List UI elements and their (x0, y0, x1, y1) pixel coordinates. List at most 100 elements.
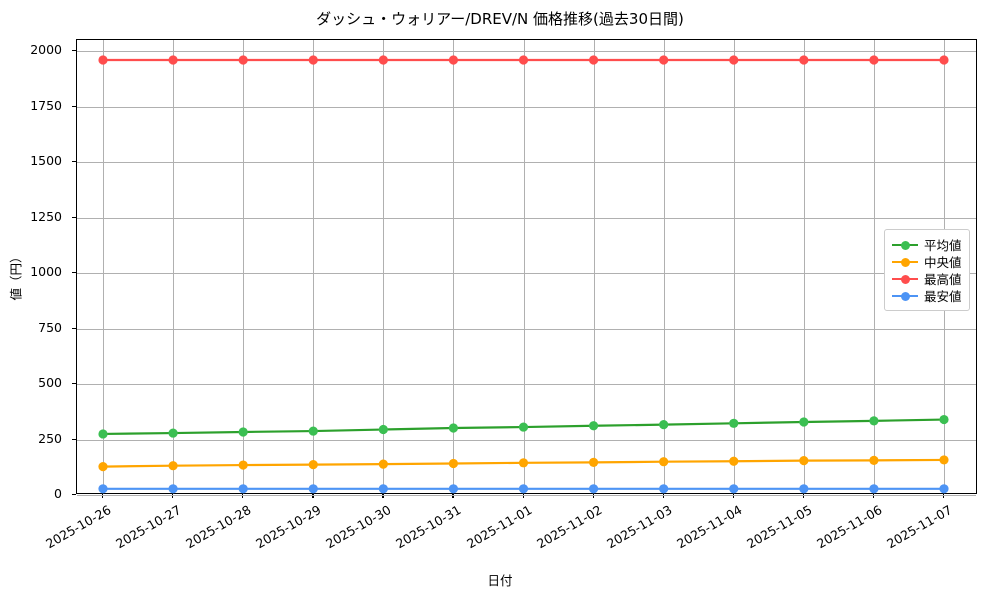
gridline-vertical (453, 40, 455, 493)
data-point-marker (518, 422, 529, 432)
data-point-marker (168, 428, 178, 438)
gridline-horizontal (77, 51, 976, 53)
x-tick-label: 2025-10-26 (43, 502, 114, 552)
x-tick-label: 2025-11-06 (813, 502, 885, 552)
y-tick-mark (72, 105, 76, 107)
data-point-marker (308, 55, 318, 65)
data-point-marker (238, 484, 248, 494)
y-tick-mark (72, 383, 76, 385)
gridline-vertical (523, 40, 525, 493)
x-tick-mark (872, 494, 875, 498)
legend-swatch-icon (892, 272, 918, 286)
data-point-marker (308, 459, 318, 470)
gridline-horizontal (77, 439, 976, 441)
data-point-marker (378, 459, 388, 469)
x-tick-mark (522, 494, 524, 498)
data-point-marker (308, 484, 318, 494)
gridline-vertical (313, 40, 315, 493)
gridline-horizontal (77, 328, 976, 330)
data-point-marker (869, 484, 879, 494)
data-point-marker (518, 458, 529, 468)
data-point-marker (448, 484, 459, 494)
y-tick-mark (72, 272, 76, 274)
gridline-vertical (873, 40, 875, 493)
x-tick-mark (452, 494, 454, 498)
gridline-vertical (383, 40, 385, 493)
legend-item-2[interactable]: 中央値 (892, 253, 962, 270)
x-tick-label: 2025-11-02 (533, 502, 605, 552)
data-point-marker (799, 456, 809, 466)
y-tick-mark (72, 327, 76, 329)
data-point-marker (168, 461, 178, 471)
data-point-marker (378, 424, 388, 435)
data-point-marker (168, 484, 178, 494)
data-point-marker (729, 484, 739, 494)
legend-item-4[interactable]: 最安値 (892, 287, 962, 304)
x-tick-label: 2025-10-29 (253, 502, 324, 552)
y-tick-label: 500 (38, 375, 62, 390)
data-point-marker (729, 55, 739, 65)
chart-title: ダッシュ・ウォリアー/DREV/N 価格推移(過去30日間) (316, 10, 684, 28)
legend-swatch-icon (892, 255, 918, 269)
data-point-marker (588, 484, 599, 494)
gridline-vertical (803, 40, 805, 493)
x-tick-mark (242, 494, 244, 498)
data-point-marker (98, 429, 108, 439)
data-point-marker (939, 455, 949, 465)
gridline-horizontal (77, 106, 976, 108)
data-point-marker (588, 55, 599, 65)
legend-item-3[interactable]: 最高値 (892, 270, 962, 287)
y-tick-mark (72, 161, 76, 163)
y-tick-mark (72, 494, 76, 496)
data-point-marker (518, 484, 529, 494)
x-tick-label: 2025-11-05 (743, 502, 815, 552)
gridline-horizontal (77, 162, 976, 164)
x-tick-mark (662, 494, 664, 498)
x-tick-mark (943, 494, 945, 498)
data-point-marker (378, 484, 388, 494)
gridline-horizontal (77, 495, 976, 496)
data-point-marker (799, 484, 809, 494)
legend-swatch-icon (892, 238, 918, 252)
x-tick-label: 2025-10-28 (183, 502, 254, 552)
gridline-horizontal (77, 217, 976, 219)
y-tick-label: 750 (38, 319, 62, 335)
data-point-marker (869, 455, 879, 465)
x-tick-label: 2025-10-30 (323, 502, 394, 552)
data-point-marker (238, 55, 248, 65)
gridline-vertical (243, 40, 245, 493)
legend-swatch-icon (892, 289, 918, 303)
y-tick-mark (72, 438, 76, 440)
data-point-marker (939, 484, 949, 494)
y-tick-label: 1750 (30, 97, 62, 113)
data-point-marker (869, 416, 879, 426)
data-point-marker (659, 55, 669, 65)
y-tick-label: 1000 (30, 264, 62, 279)
data-point-marker (588, 421, 599, 431)
x-tick-label: 2025-11-01 (463, 502, 534, 552)
x-tick-label: 2025-10-27 (113, 502, 184, 552)
x-tick-mark (802, 494, 805, 498)
data-point-marker (729, 418, 739, 428)
data-point-marker (448, 458, 459, 469)
y-tick-label: 1500 (30, 153, 62, 169)
x-tick-label: 2025-11-04 (673, 502, 745, 552)
gridline-vertical (103, 40, 104, 493)
data-point-marker (238, 460, 248, 470)
y-tick-mark (72, 216, 76, 218)
plot-area (76, 39, 977, 496)
y-tick-mark (72, 50, 76, 52)
x-tick-label: 2025-11-03 (603, 502, 675, 552)
gridline-vertical (593, 40, 595, 493)
x-tick-mark (172, 494, 174, 498)
gridline-horizontal (77, 273, 976, 274)
y-tick-label: 0 (54, 486, 62, 501)
series-3 (98, 55, 949, 65)
legend-item-1[interactable]: 平均値 (892, 236, 962, 253)
legend-item-label: 最安値 (924, 289, 962, 304)
data-point-marker (659, 484, 669, 494)
x-tick-mark (382, 494, 384, 498)
data-point-marker (448, 423, 459, 433)
x-tick-label: 2025-11-07 (884, 502, 955, 552)
gridline-vertical (173, 40, 175, 493)
